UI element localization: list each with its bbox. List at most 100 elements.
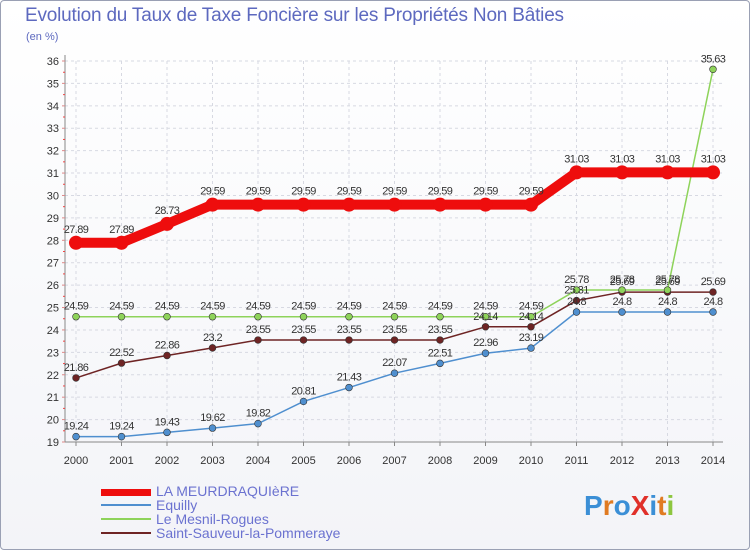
- data-label-la-meurdraqui-re: 29.59: [519, 186, 544, 198]
- x-tick-label: 2012: [610, 455, 634, 467]
- point-la-meurdraqui-re: [114, 235, 129, 250]
- logo-letter: i: [666, 490, 675, 521]
- point-le-mesnil-rogues: [618, 286, 626, 294]
- y-tick-label: 23: [47, 347, 59, 359]
- point-la-meurdraqui-re: [433, 197, 447, 212]
- point-equilly: [299, 397, 308, 406]
- point-equilly: [663, 308, 672, 316]
- point-saint-sauveur-la-pommeraye: [709, 288, 717, 296]
- point-le-mesnil-rogues: [709, 65, 717, 73]
- y-tick-label: 27: [47, 258, 59, 270]
- point-saint-sauveur-la-pommeraye: [390, 336, 399, 344]
- data-label-la-meurdraqui-re: 27.89: [64, 224, 89, 236]
- point-equilly: [163, 428, 171, 437]
- data-label-saint-sauveur-la-pommeraye: 22.86: [155, 339, 180, 351]
- point-saint-sauveur-la-pommeraye: [117, 359, 126, 367]
- y-tick-label: 29: [47, 213, 59, 225]
- point-le-mesnil-rogues: [481, 313, 490, 321]
- point-le-mesnil-rogues: [390, 313, 399, 321]
- point-saint-sauveur-la-pommeraye: [163, 351, 171, 360]
- data-label-la-meurdraqui-re: 31.03: [701, 153, 726, 165]
- data-label-la-meurdraqui-re: 31.03: [610, 153, 635, 165]
- y-axis-ticks: 19 20 21 22 23 24 25 26 27 28 29 30 31 32 33 34 35 36: [47, 56, 65, 449]
- x-tick-label: 2014: [701, 455, 725, 467]
- x-tick-label: 2004: [246, 455, 270, 467]
- data-label-la-meurdraqui-re: 29.59: [200, 186, 225, 198]
- data-label-la-meurdraqui-re: 29.59: [473, 186, 498, 198]
- data-label-equilly: 19.24: [109, 421, 134, 433]
- point-equilly: [208, 424, 217, 432]
- y-tick-label: 32: [47, 146, 59, 158]
- point-equilly: [390, 369, 399, 377]
- logo-letter: X: [630, 490, 650, 521]
- data-label-la-meurdraqui-re: 31.03: [655, 153, 680, 165]
- data-label-equilly: 19.82: [246, 408, 271, 420]
- point-equilly: [618, 308, 626, 316]
- proxiti-logo: ProXiti: [584, 490, 674, 522]
- point-le-mesnil-rogues: [436, 313, 444, 321]
- x-tick-label: 2005: [291, 455, 315, 467]
- data-label-le-mesnil-rogues: 25.78: [610, 274, 635, 286]
- point-equilly: [345, 383, 353, 392]
- chart-title: Evolution du Taux de Taxe Foncière sur l…: [25, 5, 564, 26]
- point-le-mesnil-rogues: [299, 313, 308, 321]
- x-tick-label: 2010: [519, 455, 543, 467]
- data-label-saint-sauveur-la-pommeraye: 23.55: [428, 324, 453, 336]
- point-equilly: [572, 308, 581, 316]
- x-tick-label: 2007: [382, 455, 406, 467]
- y-tick-label: 35: [47, 78, 59, 90]
- data-label-equilly: 22.96: [473, 337, 498, 349]
- data-label-equilly: 19.43: [155, 416, 180, 428]
- x-axis-ticks: 2000 2001 2002 2003 2004 2005 2006 2007 2008 2009…: [64, 442, 725, 467]
- data-label-la-meurdraqui-re: 29.59: [291, 186, 316, 198]
- data-label-saint-sauveur-la-pommeraye: 25.69: [701, 276, 726, 288]
- data-label-le-mesnil-rogues: 24.59: [109, 301, 134, 313]
- point-equilly: [117, 432, 126, 441]
- point-la-meurdraqui-re: [69, 235, 83, 250]
- point-la-meurdraqui-re: [160, 216, 174, 231]
- point-saint-sauveur-la-pommeraye: [345, 336, 353, 344]
- y-tick-label: 28: [47, 235, 59, 247]
- point-la-meurdraqui-re: [660, 165, 675, 180]
- point-le-mesnil-rogues: [254, 313, 262, 321]
- data-label-la-meurdraqui-re: 29.59: [337, 186, 362, 198]
- data-label-la-meurdraqui-re: 31.03: [564, 153, 589, 165]
- data-label-saint-sauveur-la-pommeraye: 23.55: [382, 324, 407, 336]
- series-layer: [69, 65, 720, 441]
- point-la-meurdraqui-re: [205, 197, 220, 212]
- point-le-mesnil-rogues: [208, 313, 217, 321]
- data-label-equilly: 19.62: [200, 412, 225, 424]
- data-label-saint-sauveur-la-pommeraye: 25.31: [564, 285, 589, 297]
- data-label-le-mesnil-rogues: 24.59: [382, 301, 407, 313]
- point-la-meurdraqui-re: [569, 165, 584, 180]
- logo-letter: o: [613, 490, 631, 521]
- point-saint-sauveur-la-pommeraye: [481, 323, 490, 331]
- data-label-le-mesnil-rogues: 24.59: [155, 301, 180, 313]
- point-saint-sauveur-la-pommeraye: [72, 374, 80, 382]
- data-label-le-mesnil-rogues: 24.59: [519, 301, 544, 313]
- data-label-equilly: 23.19: [519, 332, 544, 344]
- legend-label: Saint-Sauveur-la-Pommeraye: [156, 525, 341, 541]
- point-la-meurdraqui-re: [296, 197, 311, 212]
- data-label-le-mesnil-rogues: 24.59: [473, 301, 498, 313]
- legend-label: Le Mesnil-Rogues: [156, 511, 269, 527]
- point-saint-sauveur-la-pommeraye: [436, 336, 444, 344]
- data-label-saint-sauveur-la-pommeraye: 23.55: [246, 324, 271, 336]
- data-label-la-meurdraqui-re: 29.59: [382, 186, 407, 198]
- point-la-meurdraqui-re: [342, 197, 356, 212]
- grid: [65, 60, 723, 443]
- x-tick-label: 2009: [473, 455, 497, 467]
- legend-swatch-le-mesnil-rogues: [101, 518, 151, 520]
- data-label-le-mesnil-rogues: 24.59: [428, 301, 453, 313]
- data-label-saint-sauveur-la-pommeraye: 23.2: [203, 332, 222, 344]
- legend-label: Equilly: [156, 497, 198, 513]
- y-tick-label: 30: [47, 190, 59, 202]
- point-le-mesnil-rogues: [163, 313, 171, 321]
- legend-swatch-la-meurdraquiere: [101, 489, 151, 496]
- data-label-saint-sauveur-la-pommeraye: 23.55: [337, 324, 362, 336]
- y-tick-label: 26: [47, 280, 59, 292]
- point-le-mesnil-rogues: [72, 313, 80, 321]
- data-label-le-mesnil-rogues: 24.59: [200, 301, 225, 313]
- point-saint-sauveur-la-pommeraye: [572, 296, 581, 305]
